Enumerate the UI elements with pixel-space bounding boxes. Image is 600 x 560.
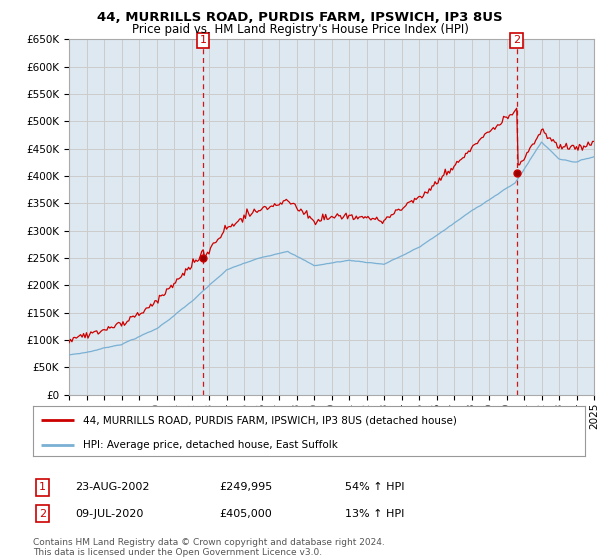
Text: £249,995: £249,995 xyxy=(219,482,272,492)
Text: 2: 2 xyxy=(39,508,46,519)
Text: 13% ↑ HPI: 13% ↑ HPI xyxy=(345,508,404,519)
Text: 44, MURRILLS ROAD, PURDIS FARM, IPSWICH, IP3 8US (detached house): 44, MURRILLS ROAD, PURDIS FARM, IPSWICH,… xyxy=(83,415,457,425)
Text: 1: 1 xyxy=(39,482,46,492)
Text: 54% ↑ HPI: 54% ↑ HPI xyxy=(345,482,404,492)
Text: Price paid vs. HM Land Registry's House Price Index (HPI): Price paid vs. HM Land Registry's House … xyxy=(131,23,469,36)
Text: Contains HM Land Registry data © Crown copyright and database right 2024.
This d: Contains HM Land Registry data © Crown c… xyxy=(33,538,385,557)
Text: 44, MURRILLS ROAD, PURDIS FARM, IPSWICH, IP3 8US: 44, MURRILLS ROAD, PURDIS FARM, IPSWICH,… xyxy=(97,11,503,24)
Text: 2: 2 xyxy=(513,35,520,45)
Text: 1: 1 xyxy=(200,35,206,45)
Text: £405,000: £405,000 xyxy=(219,508,272,519)
Text: HPI: Average price, detached house, East Suffolk: HPI: Average price, detached house, East… xyxy=(83,440,338,450)
Text: 23-AUG-2002: 23-AUG-2002 xyxy=(75,482,149,492)
Text: 09-JUL-2020: 09-JUL-2020 xyxy=(75,508,143,519)
